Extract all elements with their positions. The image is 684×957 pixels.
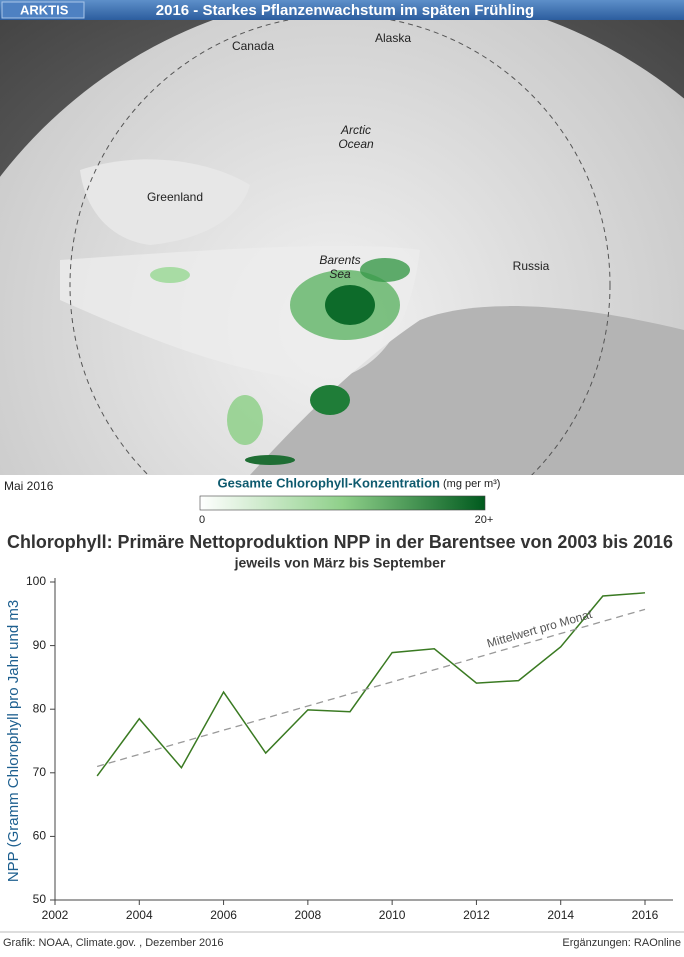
y-tick-label: 70 [33,765,47,779]
x-tick-label: 2004 [126,908,153,922]
bloom [245,455,295,465]
y-tick-label: 50 [33,892,47,906]
greenland [80,159,250,245]
y-tick-label: 100 [26,574,46,588]
bloom [150,267,190,283]
trend-line [96,608,646,768]
map-label: Sea [329,267,351,281]
legend-title: Gesamte Chlorophyll-Konzentration [218,475,441,490]
bloom-core [325,285,375,325]
chart-subtitle: jeweils von März bis September [234,555,446,571]
section-tab [1,1,85,19]
footer-source: Grafik: NOAA, Climate.gov. , Dezember 20… [3,937,224,949]
eurasia [250,306,684,475]
y-tick-label: 60 [33,829,47,843]
x-tick-label: 2010 [379,908,406,922]
x-tick-label: 2002 [42,908,69,922]
chart-title: Chlorophyll: Primäre Nettoproduktion NPP… [7,532,673,552]
legend-max: 20+ [475,514,494,526]
x-tick-label: 2008 [295,908,322,922]
map-label: Alaska [375,31,411,45]
x-tick-label: 2012 [463,908,490,922]
bloom [360,258,410,282]
x-tick-label: 2014 [547,908,574,922]
data-line [96,592,646,777]
header-title: 2016 - Starkes Pflanzenwachstum im späte… [156,2,534,19]
bloom [310,385,350,415]
legend-scale [199,495,486,511]
header-bar [0,0,684,20]
map-date: Mai 2016 [4,479,54,493]
series-label: Mittelwert pro Monat [485,607,594,651]
section: ARKTIS [20,2,69,17]
footer-credit: Ergänzungen: RAOnline [562,937,681,949]
bloom [227,395,263,445]
legend-unit: (mg per m³) [443,478,500,490]
map-label: Ocean [338,137,374,151]
map-label: Russia [513,259,550,273]
map-label: Greenland [147,190,203,204]
x-tick-label: 2016 [632,908,659,922]
y-tick-label: 80 [33,701,47,715]
y-tick-label: 90 [33,638,47,652]
map-label: Arctic [340,123,371,137]
dashed-circle [69,20,611,475]
legend-min: 0 [199,514,205,526]
y-axis-label: NPP (Gramm Chlorophyll pro Jahr und m3 [5,600,22,882]
map-label: Barents [319,253,360,267]
map-label: Canada [232,39,274,53]
x-tick-label: 2006 [210,908,237,922]
